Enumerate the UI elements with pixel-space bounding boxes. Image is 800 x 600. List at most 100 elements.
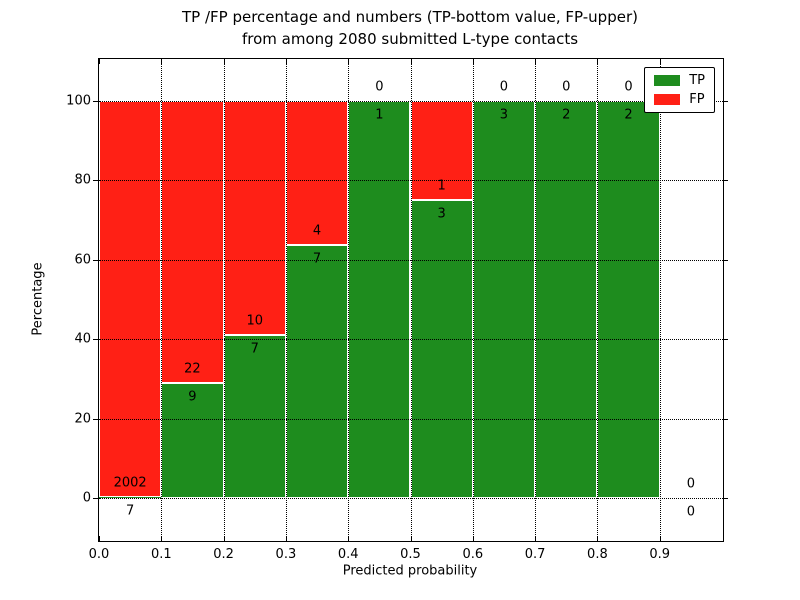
- bar-segment-tp: [535, 101, 598, 498]
- y-tick-mark: [93, 339, 98, 341]
- x-tick-mark: [99, 536, 100, 541]
- x-tick-label: 0.1: [150, 547, 172, 562]
- fp-count-label: 0: [686, 476, 695, 492]
- tp-legend-swatch: [654, 75, 681, 86]
- tp-count-label: 7: [250, 341, 259, 357]
- y-tick-mark: [723, 418, 728, 420]
- y-tick-mark: [93, 498, 98, 499]
- chart-title: TP /FP percentage and numbers (TP-bottom…: [98, 6, 722, 50]
- tp-count-label: 7: [126, 503, 135, 519]
- legend-entry-fp: FP: [654, 93, 705, 106]
- bar-segment-fp: [410, 101, 473, 201]
- y-tick-mark: [93, 180, 98, 182]
- x-tick-label: 0.8: [587, 547, 608, 562]
- fp-count-label: 10: [246, 313, 264, 329]
- x-tick-label: 0.7: [524, 547, 546, 562]
- fp-count-label: 0: [375, 79, 384, 95]
- y-tick-label: 0: [82, 490, 91, 506]
- x-tick-mark: [472, 59, 474, 64]
- x-gridline: [410, 59, 412, 541]
- x-tick-mark: [597, 536, 599, 541]
- y-tick-mark: [93, 418, 98, 420]
- x-tick-label: 0.4: [337, 547, 359, 562]
- y-tick-mark: [723, 180, 728, 182]
- fp-count-label: 22: [184, 361, 201, 377]
- x-tick-mark: [410, 59, 412, 64]
- bar-segment-fp: [161, 101, 224, 383]
- y-tick-mark: [723, 101, 728, 102]
- x-tick-label: 0.3: [275, 547, 297, 562]
- tp-count-label: 3: [437, 206, 446, 222]
- x-gridline: [223, 59, 225, 541]
- x-tick-mark: [223, 536, 225, 541]
- fp-count-label: 0: [624, 79, 633, 95]
- x-tick-mark: [410, 536, 412, 541]
- fp-count-label: 4: [312, 223, 322, 239]
- tp-count-label: 1: [375, 107, 384, 123]
- x-tick-label: 0.2: [213, 547, 234, 562]
- tp-count-label: 9: [188, 389, 197, 405]
- fp-count-label: 0: [562, 79, 571, 95]
- bar-segment-tp: [472, 101, 536, 498]
- fp-count-label: 2002: [113, 475, 147, 491]
- chart-title-line-2: from among 2080 submitted L-type contact…: [241, 30, 579, 48]
- x-tick-mark: [99, 59, 100, 64]
- chart-title-line-1: TP /FP percentage and numbers (TP-bottom…: [182, 8, 638, 26]
- y-tick-mark: [93, 101, 98, 102]
- bar-segment-fp: [223, 101, 286, 335]
- x-tick-mark: [597, 59, 599, 64]
- x-tick-mark: [161, 536, 163, 541]
- x-tick-mark: [659, 536, 661, 541]
- x-tick-mark: [348, 59, 350, 64]
- y-tick-label: 80: [74, 172, 91, 188]
- bar-segment-tp: [223, 334, 286, 498]
- x-tick-mark: [535, 536, 537, 541]
- x-tick-mark: [535, 59, 537, 64]
- tp-count-label: 3: [499, 107, 509, 123]
- x-tick-mark: [285, 59, 287, 64]
- x-gridline: [535, 59, 537, 541]
- fp-count-label: 0: [499, 79, 509, 95]
- x-gridline: [472, 59, 474, 541]
- x-tick-mark: [659, 59, 661, 64]
- x-tick-label: 0.9: [649, 547, 671, 562]
- y-tick-label: 20: [74, 411, 91, 427]
- x-tick-mark: [223, 59, 225, 64]
- y-tick-mark: [93, 259, 98, 261]
- plot-area: TP FP 0.0 0.1 0.2 0.3 0.4 0.5 0.6 0.7 0.8 0.9 0 20 4…: [66, 58, 728, 562]
- x-gridline: [161, 59, 163, 541]
- tp-count-label: 2: [562, 107, 571, 123]
- y-tick-label: 60: [74, 252, 91, 268]
- x-gridline: [659, 59, 661, 541]
- x-tick-mark: [348, 536, 350, 541]
- x-gridline: [597, 59, 599, 541]
- legend: TP FP: [644, 67, 715, 113]
- x-gridline: [285, 59, 287, 541]
- bar-segment-tp: [597, 101, 660, 498]
- bar-segment-fp: [285, 101, 349, 246]
- x-tick-mark: [285, 536, 287, 541]
- y-tick-label: 40: [74, 331, 91, 347]
- bar-segment-fp: [99, 101, 162, 497]
- tp-legend-label: TP: [689, 73, 705, 88]
- x-tick-label: 0.6: [462, 547, 484, 562]
- legend-entry-tp: TP: [654, 74, 705, 87]
- y-tick-mark: [723, 498, 728, 499]
- bar-segment-tp: [99, 496, 162, 498]
- y-tick-mark: [723, 259, 728, 261]
- bar-segment-tp: [410, 200, 473, 498]
- x-tick-mark: [472, 536, 474, 541]
- x-tick-label: 0.5: [400, 547, 421, 562]
- y-tick-mark: [723, 339, 728, 341]
- fp-legend-swatch: [654, 94, 681, 105]
- bar-segment-tp: [348, 101, 411, 498]
- x-gridline: [348, 59, 350, 541]
- bar-segment-tp: [285, 245, 349, 498]
- x-tick-label: 0.0: [88, 547, 110, 562]
- x-axis-label: Predicted probability: [342, 563, 478, 579]
- x-tick-mark: [161, 59, 163, 64]
- fp-legend-label: FP: [689, 92, 705, 107]
- y-tick-label: 100: [66, 93, 91, 109]
- tp-count-label: 7: [312, 251, 322, 267]
